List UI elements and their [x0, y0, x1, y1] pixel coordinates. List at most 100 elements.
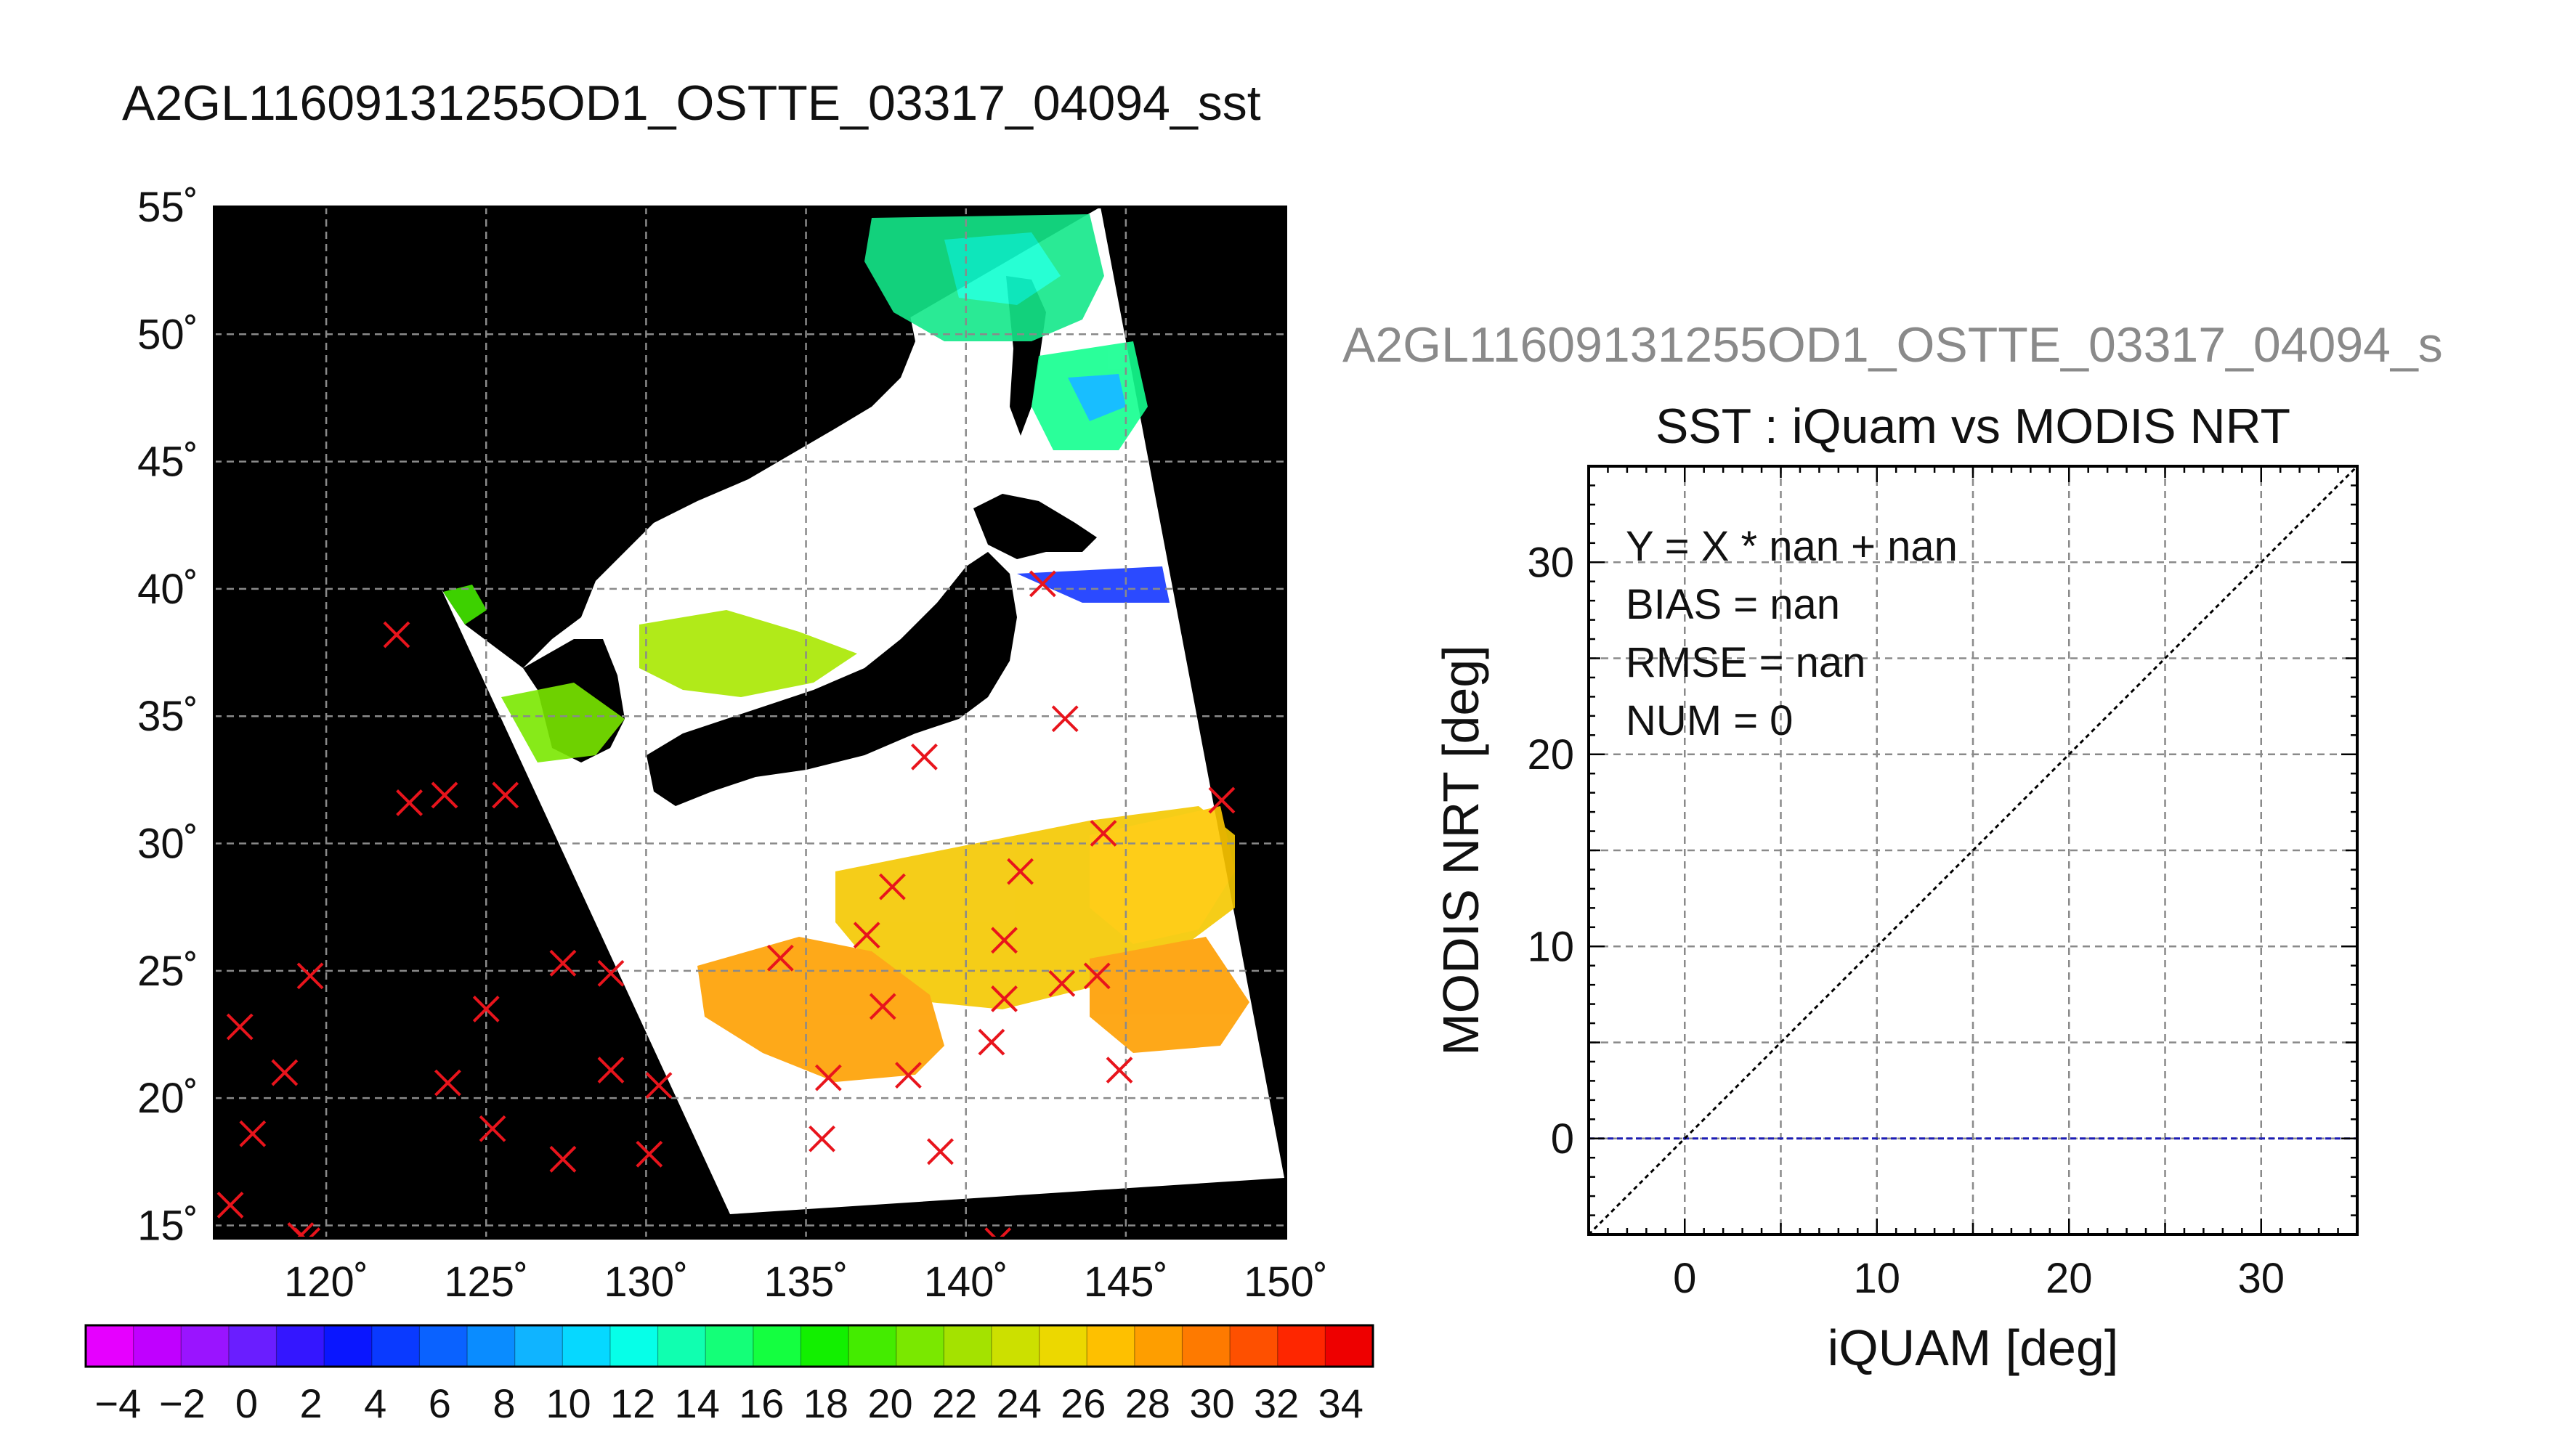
- scatter-xlabel: iQUAM [deg]: [1828, 1319, 2119, 1376]
- match-marker: [766, 944, 794, 972]
- stat-fit-line: Y = X * nan + nan: [1626, 523, 1958, 570]
- match-marker: [216, 1192, 244, 1219]
- colorbar-swatch: [514, 1325, 564, 1367]
- colorbar-tick-label: 0: [235, 1380, 258, 1426]
- colorbar-tick-label: 6: [429, 1380, 451, 1426]
- colorbar-tick-label: 26: [1061, 1380, 1106, 1426]
- sst-patch-blue-east: [1017, 566, 1170, 603]
- colorbar-tick-label: 20: [867, 1380, 912, 1426]
- colorbar-frame: [84, 1324, 1374, 1368]
- colorbar-tick-label: 8: [493, 1380, 515, 1426]
- colorbar-tick-label: 12: [610, 1380, 655, 1426]
- map-lat-tick-label: 15˚: [137, 1202, 198, 1249]
- sst-patch-okhotsk-cyan: [944, 232, 1061, 305]
- match-marker: [991, 927, 1018, 954]
- scatter-plot: [1589, 466, 2357, 1235]
- colorbar-tick-label: 30: [1189, 1380, 1234, 1426]
- colorbar-swatch: [801, 1325, 849, 1367]
- colorbar-swatch: [1230, 1325, 1278, 1367]
- colorbar-tick-label: 24: [997, 1380, 1042, 1426]
- map-lon-tick-label: 135˚: [764, 1258, 848, 1306]
- scatter-stats: Y = X * nan + nan BIAS = nan RMSE = nan …: [1626, 523, 1958, 744]
- colorbar-tick-label: 10: [546, 1380, 591, 1426]
- match-marker: [296, 962, 324, 990]
- match-marker: [549, 1145, 577, 1173]
- colorbar-swatch: [133, 1325, 182, 1367]
- match-marker: [396, 789, 423, 816]
- scatter-x-tick-label: 0: [1673, 1255, 1696, 1302]
- scatter-y-tick-label: 30: [1527, 539, 1574, 586]
- map-plot: [214, 207, 1286, 1238]
- match-marker: [978, 1028, 1005, 1056]
- scatter-y-tick-label: 0: [1551, 1115, 1574, 1163]
- sst-patch-yellow-sea: [443, 585, 487, 625]
- colorbar-swatch: [276, 1325, 325, 1367]
- map-frame: [213, 206, 1287, 1240]
- colorbar-swatch: [324, 1325, 373, 1367]
- match-marker: [814, 1064, 842, 1091]
- colorbar-swatch: [705, 1325, 754, 1367]
- colorbar-tick-label: 14: [675, 1380, 720, 1426]
- colorbar-swatch: [1182, 1325, 1231, 1367]
- map-lat-tick-label: 30˚: [137, 821, 198, 868]
- map-lat-tick-label: 55˚: [137, 184, 198, 231]
- colorbar-swatch: [609, 1325, 659, 1367]
- scatter-panel-title: A2GL11609131255OD1_OSTTE_03317_04094_s: [1342, 317, 2443, 373]
- match-markers: [216, 570, 1236, 1238]
- colorbar-swatch: [896, 1325, 945, 1367]
- colorbar-swatch: [228, 1325, 277, 1367]
- colorbar-swatch: [1325, 1325, 1374, 1367]
- match-marker: [1090, 820, 1117, 847]
- match-marker: [1048, 969, 1076, 997]
- match-marker: [1208, 786, 1236, 814]
- match-marker: [911, 743, 938, 770]
- land-taiwan: [214, 1082, 262, 1176]
- map-lon-tick-label: 150˚: [1244, 1258, 1328, 1306]
- colorbar-tick-label: 22: [932, 1380, 977, 1426]
- colorbar-swatch: [562, 1325, 611, 1367]
- colorbar-tick-label: 32: [1254, 1380, 1299, 1426]
- map-lon-tick-label: 130˚: [604, 1258, 688, 1306]
- sst-patch-japansea: [639, 610, 857, 697]
- match-marker: [853, 922, 880, 949]
- colorbar-swatch: [86, 1325, 134, 1367]
- sst-patches: [443, 214, 1249, 1082]
- stat-bias: BIAS = nan: [1626, 581, 1840, 628]
- colorbar-swatch: [419, 1325, 468, 1367]
- map-grid: [214, 207, 1286, 1238]
- match-marker: [549, 949, 577, 977]
- map-lat-tick-label: 20˚: [137, 1075, 198, 1122]
- sst-patch-subtropic: [697, 937, 944, 1082]
- match-marker: [597, 959, 625, 987]
- match-marker: [431, 781, 458, 809]
- colorbar-tick-label: 16: [739, 1380, 784, 1426]
- match-marker: [1083, 962, 1111, 990]
- match-marker: [1051, 705, 1079, 733]
- land-japan-honshu: [647, 552, 1017, 806]
- map-lon-tick-label: 120˚: [284, 1258, 368, 1306]
- scatter-x-tick-label: 10: [1853, 1255, 1900, 1302]
- scatter-y-tick-label: 20: [1527, 731, 1574, 778]
- map-lat-tick-label: 50˚: [137, 311, 198, 358]
- colorbar-swatch: [181, 1325, 230, 1367]
- colorbar-tick-label: 2: [300, 1380, 323, 1426]
- land-asia: [214, 207, 915, 668]
- match-marker: [1007, 858, 1034, 885]
- colorbar-swatch: [991, 1325, 1040, 1367]
- sst-patch-north-green: [1068, 374, 1126, 421]
- scatter-y-tick-label: 10: [1527, 923, 1574, 970]
- colorbar-tick-label: 18: [803, 1380, 848, 1426]
- match-marker: [492, 781, 519, 809]
- match-marker: [434, 1069, 461, 1097]
- match-marker: [271, 1059, 299, 1086]
- colorbar-tick-label: −2: [159, 1380, 206, 1426]
- scatter-x-tick-label: 20: [2046, 1255, 2093, 1302]
- stat-num: NUM = 0: [1626, 697, 1793, 744]
- colorbar-tick-label: 34: [1318, 1380, 1363, 1426]
- colorbar-swatch: [1277, 1325, 1326, 1367]
- colorbar-swatch: [657, 1325, 706, 1367]
- scatter-ylabel: MODIS NRT [deg]: [1432, 645, 1489, 1055]
- scatter-ticks: 0 0 10 10 20 20 30 30: [1527, 465, 2359, 1302]
